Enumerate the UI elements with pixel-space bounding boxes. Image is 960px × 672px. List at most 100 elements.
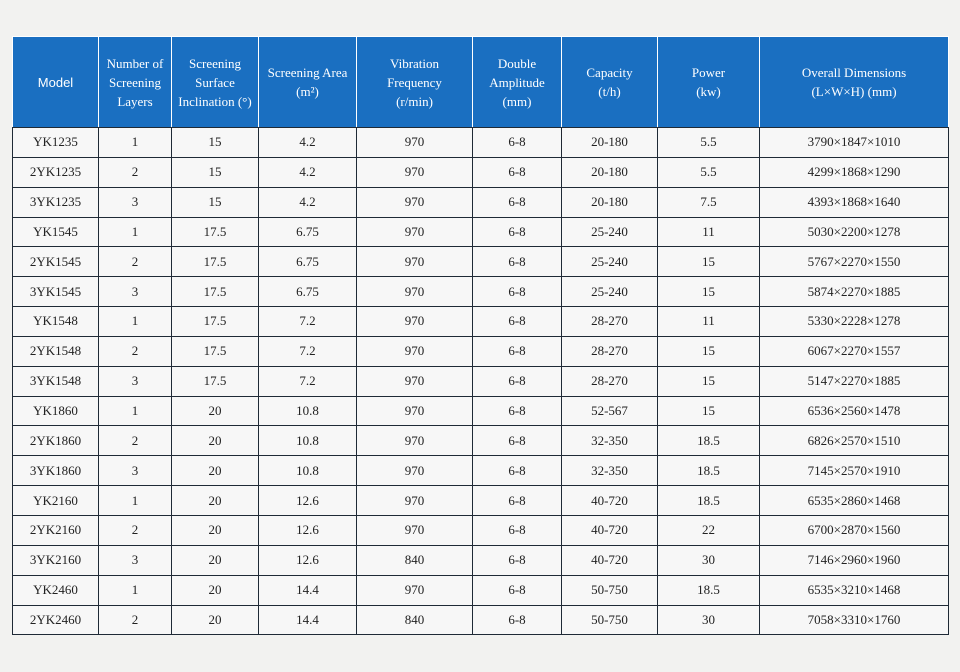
cell-inclination: 17.5 (171, 335, 259, 367)
cell-screening-area: 12.6 (258, 514, 357, 546)
cell-overall-dimensions: 6700×2870×1560 (759, 514, 949, 546)
table-row: 2YK2160 2 20 12.6 970 6-8 40-720 22 6700×2870×15… (12, 514, 949, 546)
cell-power: 18.5 (657, 425, 760, 457)
cell-vibration-frequency: 840 (356, 604, 473, 636)
cell-inclination: 20 (171, 544, 259, 576)
cell-overall-dimensions: 3790×1847×1010 (759, 127, 949, 158)
cell-screening-area: 14.4 (258, 604, 357, 636)
cell-layers: 1 (98, 485, 172, 516)
cell-screening-area: 4.2 (258, 186, 357, 218)
cell-model: 3YK1235 (12, 186, 99, 218)
cell-capacity: 25-240 (561, 216, 658, 248)
cell-inclination: 17.5 (171, 246, 259, 278)
cell-double-amplitude: 6-8 (472, 246, 562, 278)
column-header-line: (r/min) (396, 93, 433, 109)
cell-double-amplitude: 6-8 (472, 544, 562, 576)
column-header-model: Model (12, 36, 99, 128)
cell-vibration-frequency: 970 (356, 395, 473, 427)
cell-model: 3YK2160 (12, 544, 99, 576)
cell-layers: 3 (98, 276, 172, 308)
cell-vibration-frequency: 970 (356, 216, 473, 248)
cell-overall-dimensions: 4393×1868×1640 (759, 186, 949, 218)
cell-model: 3YK1545 (12, 276, 99, 308)
column-header-line: (kw) (696, 84, 721, 99)
table-row: 2YK1235 2 15 4.2 970 6-8 20-180 5.5 4299×1868×12… (12, 156, 949, 188)
cell-power: 15 (657, 246, 760, 278)
table-body: YK1235 1 15 4.2 970 6-8 20-180 5.5 3790×1847×101… (12, 127, 949, 636)
cell-vibration-frequency: 970 (356, 127, 473, 158)
cell-vibration-frequency: 970 (356, 365, 473, 397)
cell-capacity: 28-270 (561, 335, 658, 367)
column-header-line: Screening Area (267, 65, 348, 80)
column-header-line: Model (37, 74, 74, 90)
cell-layers: 2 (98, 604, 172, 636)
column-header-line: Vibration (389, 55, 440, 71)
cell-double-amplitude: 6-8 (472, 335, 562, 367)
cell-screening-area: 10.8 (258, 395, 357, 427)
cell-screening-area: 6.75 (258, 276, 357, 308)
table-row: YK2460 1 20 14.4 970 6-8 50-750 18.5 6535×3210×1… (12, 574, 949, 606)
cell-capacity: 40-720 (561, 544, 658, 576)
cell-overall-dimensions: 5147×2270×1885 (759, 365, 949, 397)
cell-screening-area: 4.2 (258, 156, 357, 188)
cell-layers: 2 (98, 335, 172, 367)
cell-layers: 2 (98, 514, 172, 546)
cell-screening-area: 7.2 (258, 365, 357, 397)
cell-model: YK1235 (12, 127, 99, 158)
cell-power: 11 (657, 306, 760, 337)
column-header-line: (m²) (296, 84, 319, 99)
cell-inclination: 17.5 (171, 216, 259, 248)
cell-double-amplitude: 6-8 (472, 216, 562, 248)
cell-vibration-frequency: 970 (356, 514, 473, 546)
cell-power: 22 (657, 514, 760, 546)
cell-double-amplitude: 6-8 (472, 485, 562, 516)
cell-power: 15 (657, 365, 760, 397)
cell-inclination: 20 (171, 514, 259, 546)
cell-power: 5.5 (657, 127, 760, 158)
column-header-capacity: Capacity (t/h) (561, 36, 658, 128)
cell-capacity: 20-180 (561, 127, 658, 158)
cell-screening-area: 7.2 (258, 306, 357, 337)
cell-double-amplitude: 6-8 (472, 156, 562, 188)
cell-capacity: 20-180 (561, 156, 658, 188)
table-row: 2YK1548 2 17.5 7.2 970 6-8 28-270 15 6067×2270×1… (12, 335, 949, 367)
cell-vibration-frequency: 970 (356, 485, 473, 516)
table-row: YK1545 1 17.5 6.75 970 6-8 25-240 11 5030×2200×1… (12, 216, 949, 248)
cell-power: 5.5 (657, 156, 760, 188)
cell-capacity: 40-720 (561, 485, 658, 516)
cell-power: 15 (657, 276, 760, 308)
cell-vibration-frequency: 970 (356, 425, 473, 457)
header-row: Model Number of Screening Layers Screening Su… (12, 36, 949, 128)
cell-power: 30 (657, 544, 760, 576)
cell-capacity: 28-270 (561, 365, 658, 397)
cell-vibration-frequency: 840 (356, 544, 473, 576)
cell-double-amplitude: 6-8 (472, 514, 562, 546)
cell-model: 2YK2460 (12, 604, 99, 636)
cell-overall-dimensions: 5330×2228×1278 (759, 306, 949, 337)
column-header-line: Number of (106, 55, 164, 71)
cell-double-amplitude: 6-8 (472, 574, 562, 606)
column-header-line: Power (691, 65, 726, 80)
cell-power: 11 (657, 216, 760, 248)
cell-layers: 3 (98, 544, 172, 576)
cell-model: 3YK1548 (12, 365, 99, 397)
cell-inclination: 17.5 (171, 306, 259, 337)
cell-screening-area: 4.2 (258, 127, 357, 158)
cell-overall-dimensions: 5030×2200×1278 (759, 216, 949, 248)
cell-overall-dimensions: 6536×2560×1478 (759, 395, 949, 427)
cell-capacity: 32-350 (561, 455, 658, 487)
cell-vibration-frequency: 970 (356, 276, 473, 308)
cell-overall-dimensions: 6535×3210×1468 (759, 574, 949, 606)
cell-double-amplitude: 6-8 (472, 395, 562, 427)
column-header-overall-dimensions: Overall Dimensions (L×W×H) (mm) (759, 36, 949, 128)
cell-screening-area: 7.2 (258, 335, 357, 367)
cell-double-amplitude: 6-8 (472, 127, 562, 158)
cell-power: 18.5 (657, 574, 760, 606)
cell-overall-dimensions: 5767×2270×1550 (759, 246, 949, 278)
table-row: 2YK1860 2 20 10.8 970 6-8 32-350 18.5 6826×2570×… (12, 425, 949, 457)
cell-capacity: 40-720 (561, 514, 658, 546)
cell-capacity: 25-240 (561, 246, 658, 278)
cell-overall-dimensions: 6826×2570×1510 (759, 425, 949, 457)
column-header-line: Amplitude (489, 74, 545, 90)
cell-capacity: 50-750 (561, 574, 658, 606)
